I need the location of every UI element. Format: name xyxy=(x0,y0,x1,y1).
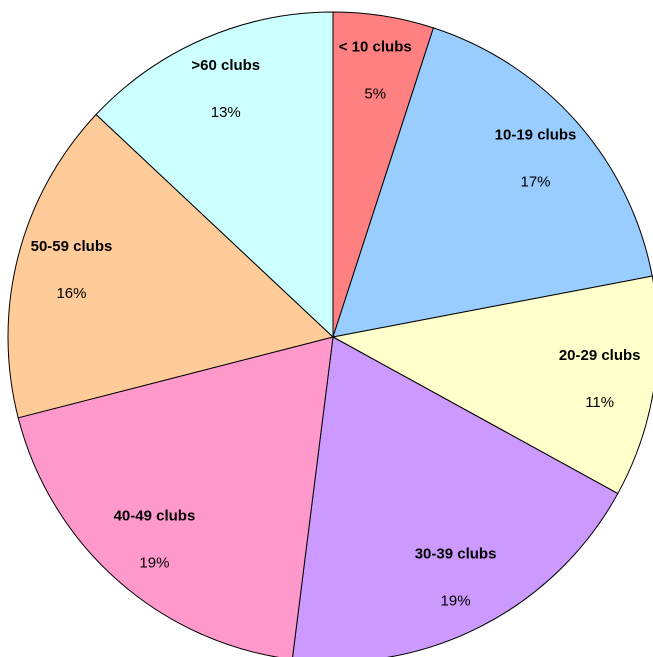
slice-value-label: 19% xyxy=(441,593,471,610)
pie-slice xyxy=(95,11,334,339)
slice-label: 50-59 clubs xyxy=(31,238,113,255)
pie-slice xyxy=(292,336,619,657)
slice-value-label: 13% xyxy=(211,104,241,121)
slice-label: 10-19 clubs xyxy=(495,126,577,143)
pie-slice xyxy=(332,27,653,338)
slice-value-label: 16% xyxy=(56,285,86,302)
slice-label: < 10 clubs xyxy=(339,38,412,55)
slice-value-label: 17% xyxy=(521,173,551,190)
pie-slice xyxy=(7,113,335,419)
slice-label: 30-39 clubs xyxy=(415,546,497,563)
slice-label: >60 clubs xyxy=(191,57,260,74)
slice-label: 20-29 clubs xyxy=(559,347,641,364)
slice-value-label: 19% xyxy=(139,554,169,571)
pie-slice xyxy=(331,275,653,495)
slice-label: 40-49 clubs xyxy=(114,507,196,524)
slice-value-label: 5% xyxy=(364,85,386,102)
pie-slice xyxy=(17,336,334,657)
slice-value-label: 11% xyxy=(585,394,614,411)
